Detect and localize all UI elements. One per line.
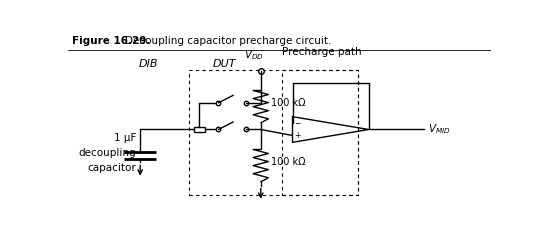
Text: Precharge path: Precharge path <box>282 47 362 58</box>
Text: 100 kΩ: 100 kΩ <box>271 157 306 167</box>
Text: DUT: DUT <box>213 59 236 69</box>
Text: Figure 16.29.: Figure 16.29. <box>73 36 151 46</box>
Bar <box>189 70 358 195</box>
Text: capacitor: capacitor <box>87 164 136 173</box>
Text: +: + <box>294 131 301 140</box>
Text: DIB: DIB <box>139 59 158 69</box>
Text: $V_{MID}$: $V_{MID}$ <box>428 123 450 136</box>
Text: decoupling: decoupling <box>78 148 136 158</box>
Text: 1 μF: 1 μF <box>114 133 136 143</box>
Bar <box>193 127 205 132</box>
Text: $V_{DD}$: $V_{DD}$ <box>245 48 264 62</box>
Text: Decoupling capacitor precharge circuit.: Decoupling capacitor precharge circuit. <box>126 36 332 46</box>
Text: 100 kΩ: 100 kΩ <box>271 98 306 108</box>
Text: −: − <box>294 119 301 128</box>
Bar <box>282 70 358 195</box>
